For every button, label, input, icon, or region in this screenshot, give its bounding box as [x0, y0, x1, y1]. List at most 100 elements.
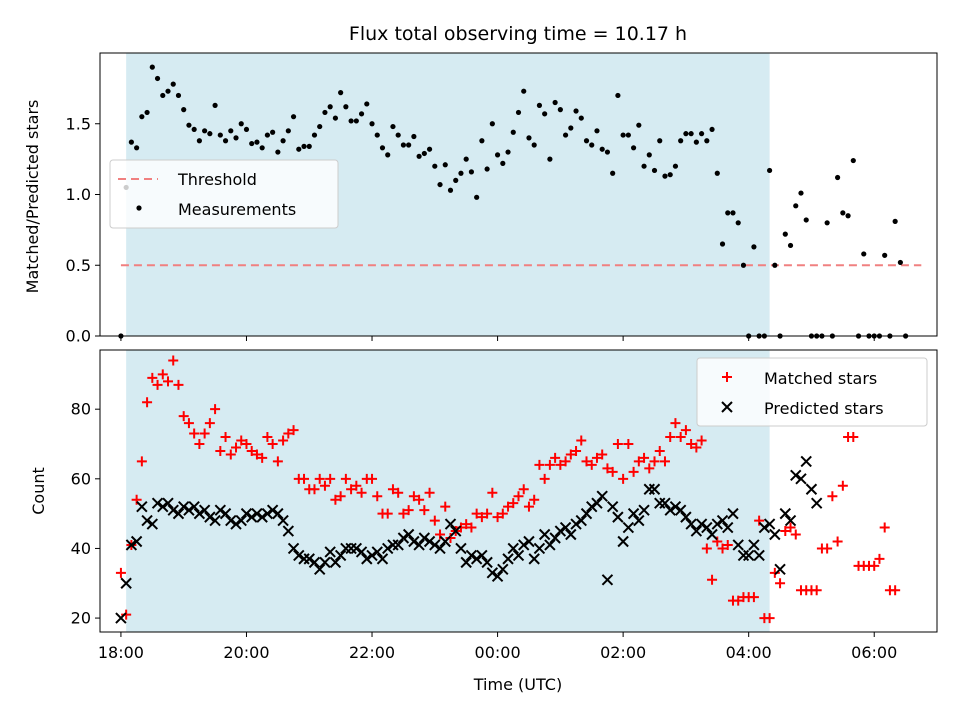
measurement-point	[772, 262, 778, 268]
predicted-star-point	[319, 556, 331, 569]
measurement-point	[416, 153, 422, 159]
predicted-star-point	[266, 504, 279, 516]
predicted-star-point	[790, 469, 802, 482]
measurement-point	[672, 163, 679, 169]
predicted-star-point	[423, 535, 436, 548]
matched-star-point	[429, 515, 440, 526]
matched-star-point	[220, 432, 231, 443]
matched-star-point	[168, 355, 179, 366]
matched-star-point	[482, 508, 493, 519]
predicted-star-point	[188, 500, 200, 513]
matched-star-point	[288, 425, 299, 436]
matched-star-point	[147, 372, 158, 383]
predicted-star-point	[376, 553, 389, 565]
predicted-star-point	[444, 518, 457, 530]
matched-star-point	[419, 505, 430, 516]
x-tick-label: 00:00	[475, 643, 521, 662]
matched-star-point	[351, 480, 362, 491]
measurement-point	[144, 109, 150, 116]
predicted-star-point	[612, 511, 624, 523]
predicted-star-point	[334, 549, 347, 562]
predicted-star-point	[774, 563, 786, 576]
measurement-point	[238, 121, 244, 127]
predicted-star-point	[544, 539, 556, 551]
matched-star-point	[686, 439, 697, 449]
measurement-point	[442, 162, 448, 168]
legend-predicted-label: Predicted stars	[764, 399, 884, 418]
matched-star-point	[722, 539, 733, 550]
matched-star-point	[408, 491, 419, 502]
predicted-star-point	[633, 514, 645, 527]
predicted-star-point	[366, 549, 378, 562]
measurement-point	[447, 187, 454, 193]
matched-star-point	[665, 432, 676, 443]
matched-stars-points	[115, 355, 901, 624]
measurement-point	[698, 131, 705, 137]
measurement-point	[343, 104, 349, 110]
measurement-point	[290, 114, 297, 120]
matched-star-point	[654, 445, 665, 456]
measurement-point	[296, 146, 302, 152]
measurement-point	[186, 122, 192, 128]
predicted-star-point	[146, 518, 159, 530]
matched-star-point	[503, 501, 514, 512]
bottom-legend: Matched stars Predicted stars	[696, 357, 928, 427]
matched-star-point	[670, 418, 681, 429]
predicted-star-point	[340, 542, 352, 555]
matched-star-point	[696, 435, 707, 446]
predicted-star-point	[193, 507, 206, 520]
measurement-point	[358, 111, 365, 117]
matched-star-point	[157, 369, 168, 380]
measurement-point	[667, 172, 673, 178]
matched-star-point	[707, 574, 718, 585]
predicted-star-point	[690, 525, 703, 537]
matched-star-point	[194, 439, 205, 449]
matched-star-point	[183, 418, 194, 429]
matched-star-point	[241, 439, 252, 449]
matched-star-point	[597, 449, 608, 460]
predicted-star-point	[779, 507, 792, 520]
measurement-point	[369, 121, 375, 127]
matched-star-point	[356, 487, 367, 498]
measurement-point	[175, 92, 182, 99]
predicted-star-point	[434, 542, 446, 555]
predicted-star-point	[753, 549, 765, 562]
matched-star-point	[461, 519, 472, 530]
measurement-point	[725, 210, 731, 216]
predicted-star-point	[596, 490, 608, 502]
matched-star-point	[215, 445, 226, 456]
x-tick-label: 22:00	[349, 643, 395, 662]
matched-star-point	[325, 473, 336, 484]
legend-matched-marker	[722, 372, 732, 382]
measurement-point	[861, 251, 867, 257]
predicted-star-point	[157, 500, 169, 513]
predicted-star-point	[638, 504, 650, 516]
measurement-point	[693, 139, 699, 145]
measurement-point	[531, 142, 537, 148]
predicted-star-point	[680, 511, 692, 523]
measurement-point	[374, 132, 380, 138]
chart-title: Flux total observing time = 10.17 h	[349, 23, 687, 45]
predicted-star-point	[240, 507, 253, 520]
measurement-point	[311, 132, 318, 138]
measurement-point	[332, 115, 339, 121]
measurement-point	[306, 143, 312, 149]
matched-star-point	[675, 432, 686, 443]
measurement-point	[688, 131, 694, 137]
predicted-stars-points	[115, 455, 823, 624]
measurement-point	[196, 138, 202, 144]
y-tick-label: 0.0	[66, 327, 91, 346]
measurement-point	[709, 126, 715, 133]
measurement-point	[264, 132, 270, 138]
measurement-point	[526, 135, 532, 141]
predicted-star-point	[455, 542, 467, 555]
measurement-point	[217, 132, 223, 138]
measurement-point	[615, 92, 621, 99]
matched-star-point	[832, 536, 843, 547]
measurement-point	[636, 122, 642, 128]
measurement-point	[557, 107, 563, 113]
predicted-star-point	[523, 535, 535, 548]
matched-star-point	[251, 449, 262, 460]
predicted-star-point	[497, 563, 509, 576]
matched-star-point	[612, 439, 623, 449]
